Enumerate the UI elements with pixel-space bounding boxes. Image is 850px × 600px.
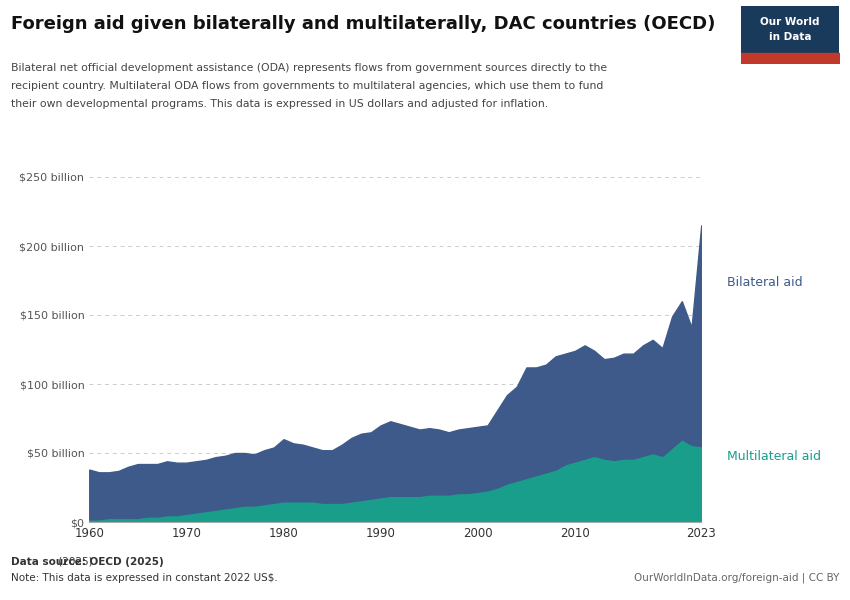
Text: recipient country. Multilateral ODA flows from governments to multilateral agenc: recipient country. Multilateral ODA flow… [11,81,603,91]
Text: (2025): (2025) [55,557,93,567]
Text: Note: This data is expressed in constant 2022 US$.: Note: This data is expressed in constant… [11,573,278,583]
Text: Bilateral net official development assistance (ODA) represents flows from govern: Bilateral net official development assis… [11,63,607,73]
Text: their own developmental programs. This data is expressed in US dollars and adjus: their own developmental programs. This d… [11,99,548,109]
Text: Bilateral aid: Bilateral aid [727,275,802,289]
Text: Our World: Our World [760,17,819,27]
Text: in Data: in Data [768,32,811,43]
Text: Data source: OECD (2025): Data source: OECD (2025) [11,557,164,567]
Text: Multilateral aid: Multilateral aid [727,449,821,463]
Text: Foreign aid given bilaterally and multilaterally, DAC countries (OECD): Foreign aid given bilaterally and multil… [11,15,716,33]
Text: OurWorldInData.org/foreign-aid | CC BY: OurWorldInData.org/foreign-aid | CC BY [633,572,839,583]
